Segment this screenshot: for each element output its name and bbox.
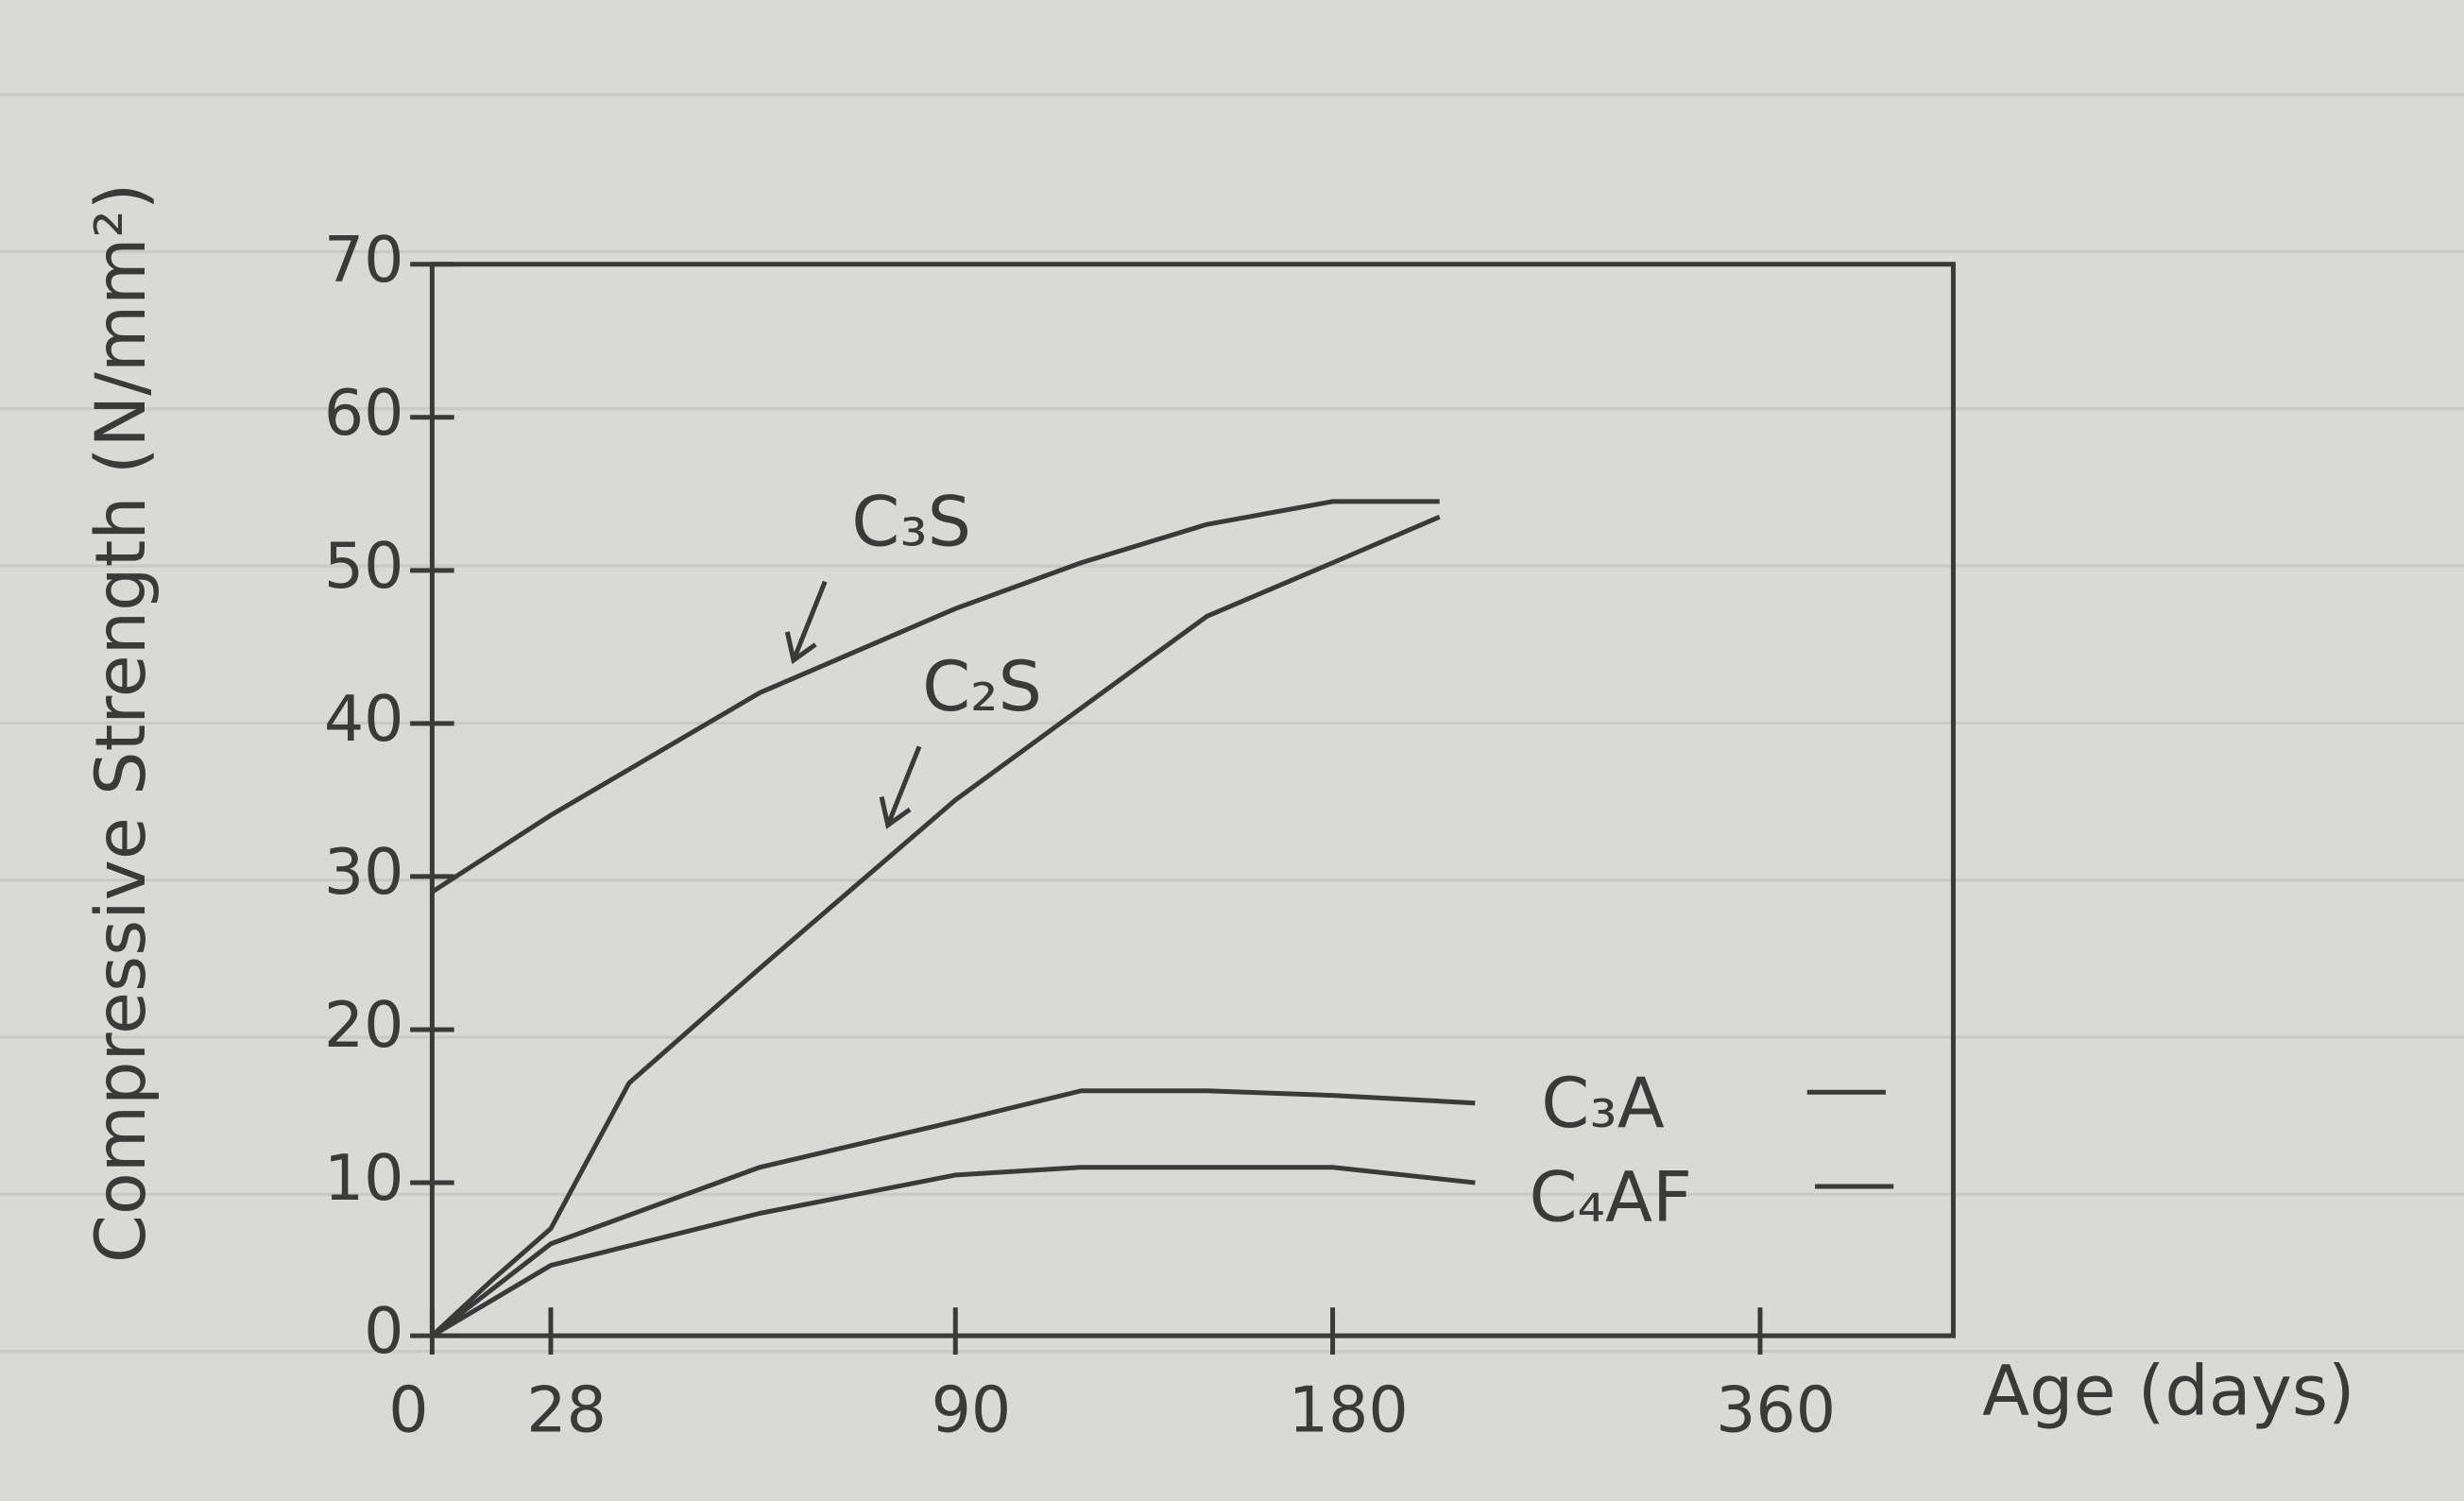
x-tick-label: 180 <box>1289 1373 1409 1446</box>
series-label: C₄AF <box>1530 1158 1693 1238</box>
x-axis-label: Age (days) <box>1982 1351 2355 1431</box>
chart: Age (days) Compressive Strength (N/mm²) … <box>0 0 2464 1501</box>
y-tick-label: 40 <box>324 682 404 756</box>
y-tick-label: 50 <box>324 529 404 603</box>
y-tick-label: 70 <box>324 223 404 297</box>
y-axis-label: Compressive Strength (N/mm²) <box>81 183 162 1263</box>
series-label: C₂S <box>922 647 1042 727</box>
y-tick-label: 60 <box>324 376 404 450</box>
page: {"chart_data": { "type": "line", "x_labe… <box>0 0 2464 1501</box>
y-tick-label: 20 <box>324 988 404 1062</box>
x-tick-label: 28 <box>526 1373 607 1446</box>
y-tick-label: 0 <box>364 1294 403 1368</box>
x-tick-label: 90 <box>932 1373 1012 1446</box>
x-tick-label: 0 <box>388 1373 428 1446</box>
series-label: C₃A <box>1541 1064 1664 1144</box>
y-tick-label: 10 <box>324 1141 404 1215</box>
series-label: C₃S <box>851 483 971 563</box>
x-tick-label: 360 <box>1716 1373 1836 1446</box>
y-tick-label: 30 <box>324 835 404 909</box>
